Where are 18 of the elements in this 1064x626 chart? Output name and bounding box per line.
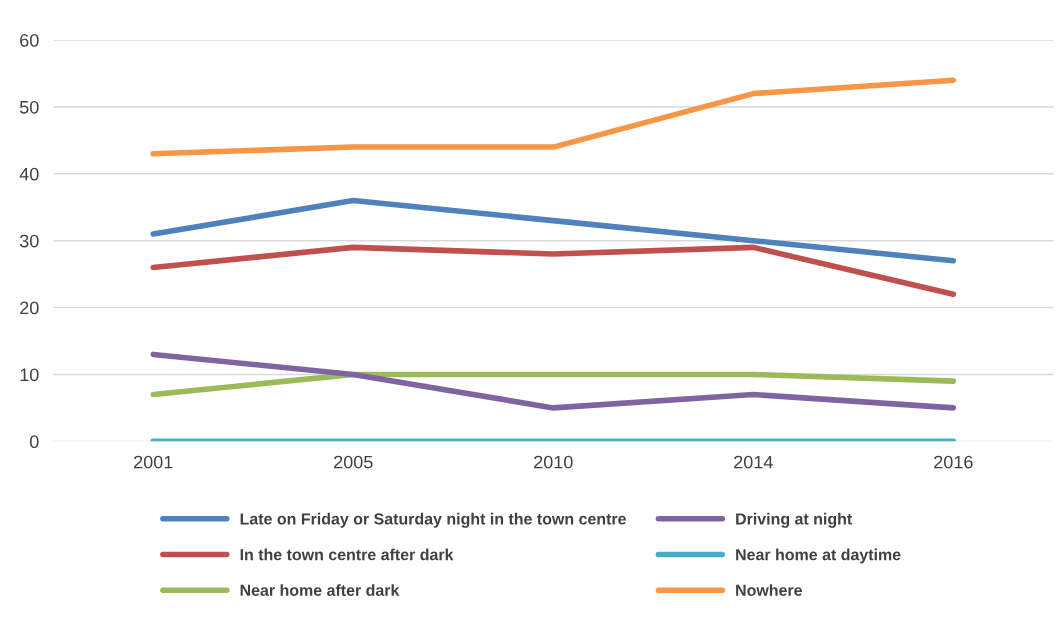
x-tick-label: 2001 <box>134 455 173 469</box>
x-tick-label: 2005 <box>334 455 373 469</box>
legend-label: Nowhere <box>736 584 802 596</box>
legend-label: In the town centre after dark <box>240 548 454 561</box>
y-tick-label: 30 <box>19 234 39 248</box>
y-tick-label: 0 <box>29 435 39 449</box>
y-tick-label: 50 <box>19 100 39 114</box>
legend-label: Late on Friday or Saturday night in the town centre <box>240 512 626 528</box>
x-tick-label: 2010 <box>534 455 573 469</box>
legend-label: Near home at daytime <box>736 548 901 564</box>
y-tick-label: 20 <box>20 301 39 315</box>
y-tick-label: 60 <box>20 34 39 47</box>
legend-label: Near home after dark <box>240 584 400 596</box>
x-tick-label: 2014 <box>734 455 773 469</box>
y-tick-label: 40 <box>19 167 39 181</box>
x-tick-label: 2016 <box>934 455 973 469</box>
legend-label: Driving at night <box>736 512 853 528</box>
y-tick-label: 10 <box>20 368 39 382</box>
